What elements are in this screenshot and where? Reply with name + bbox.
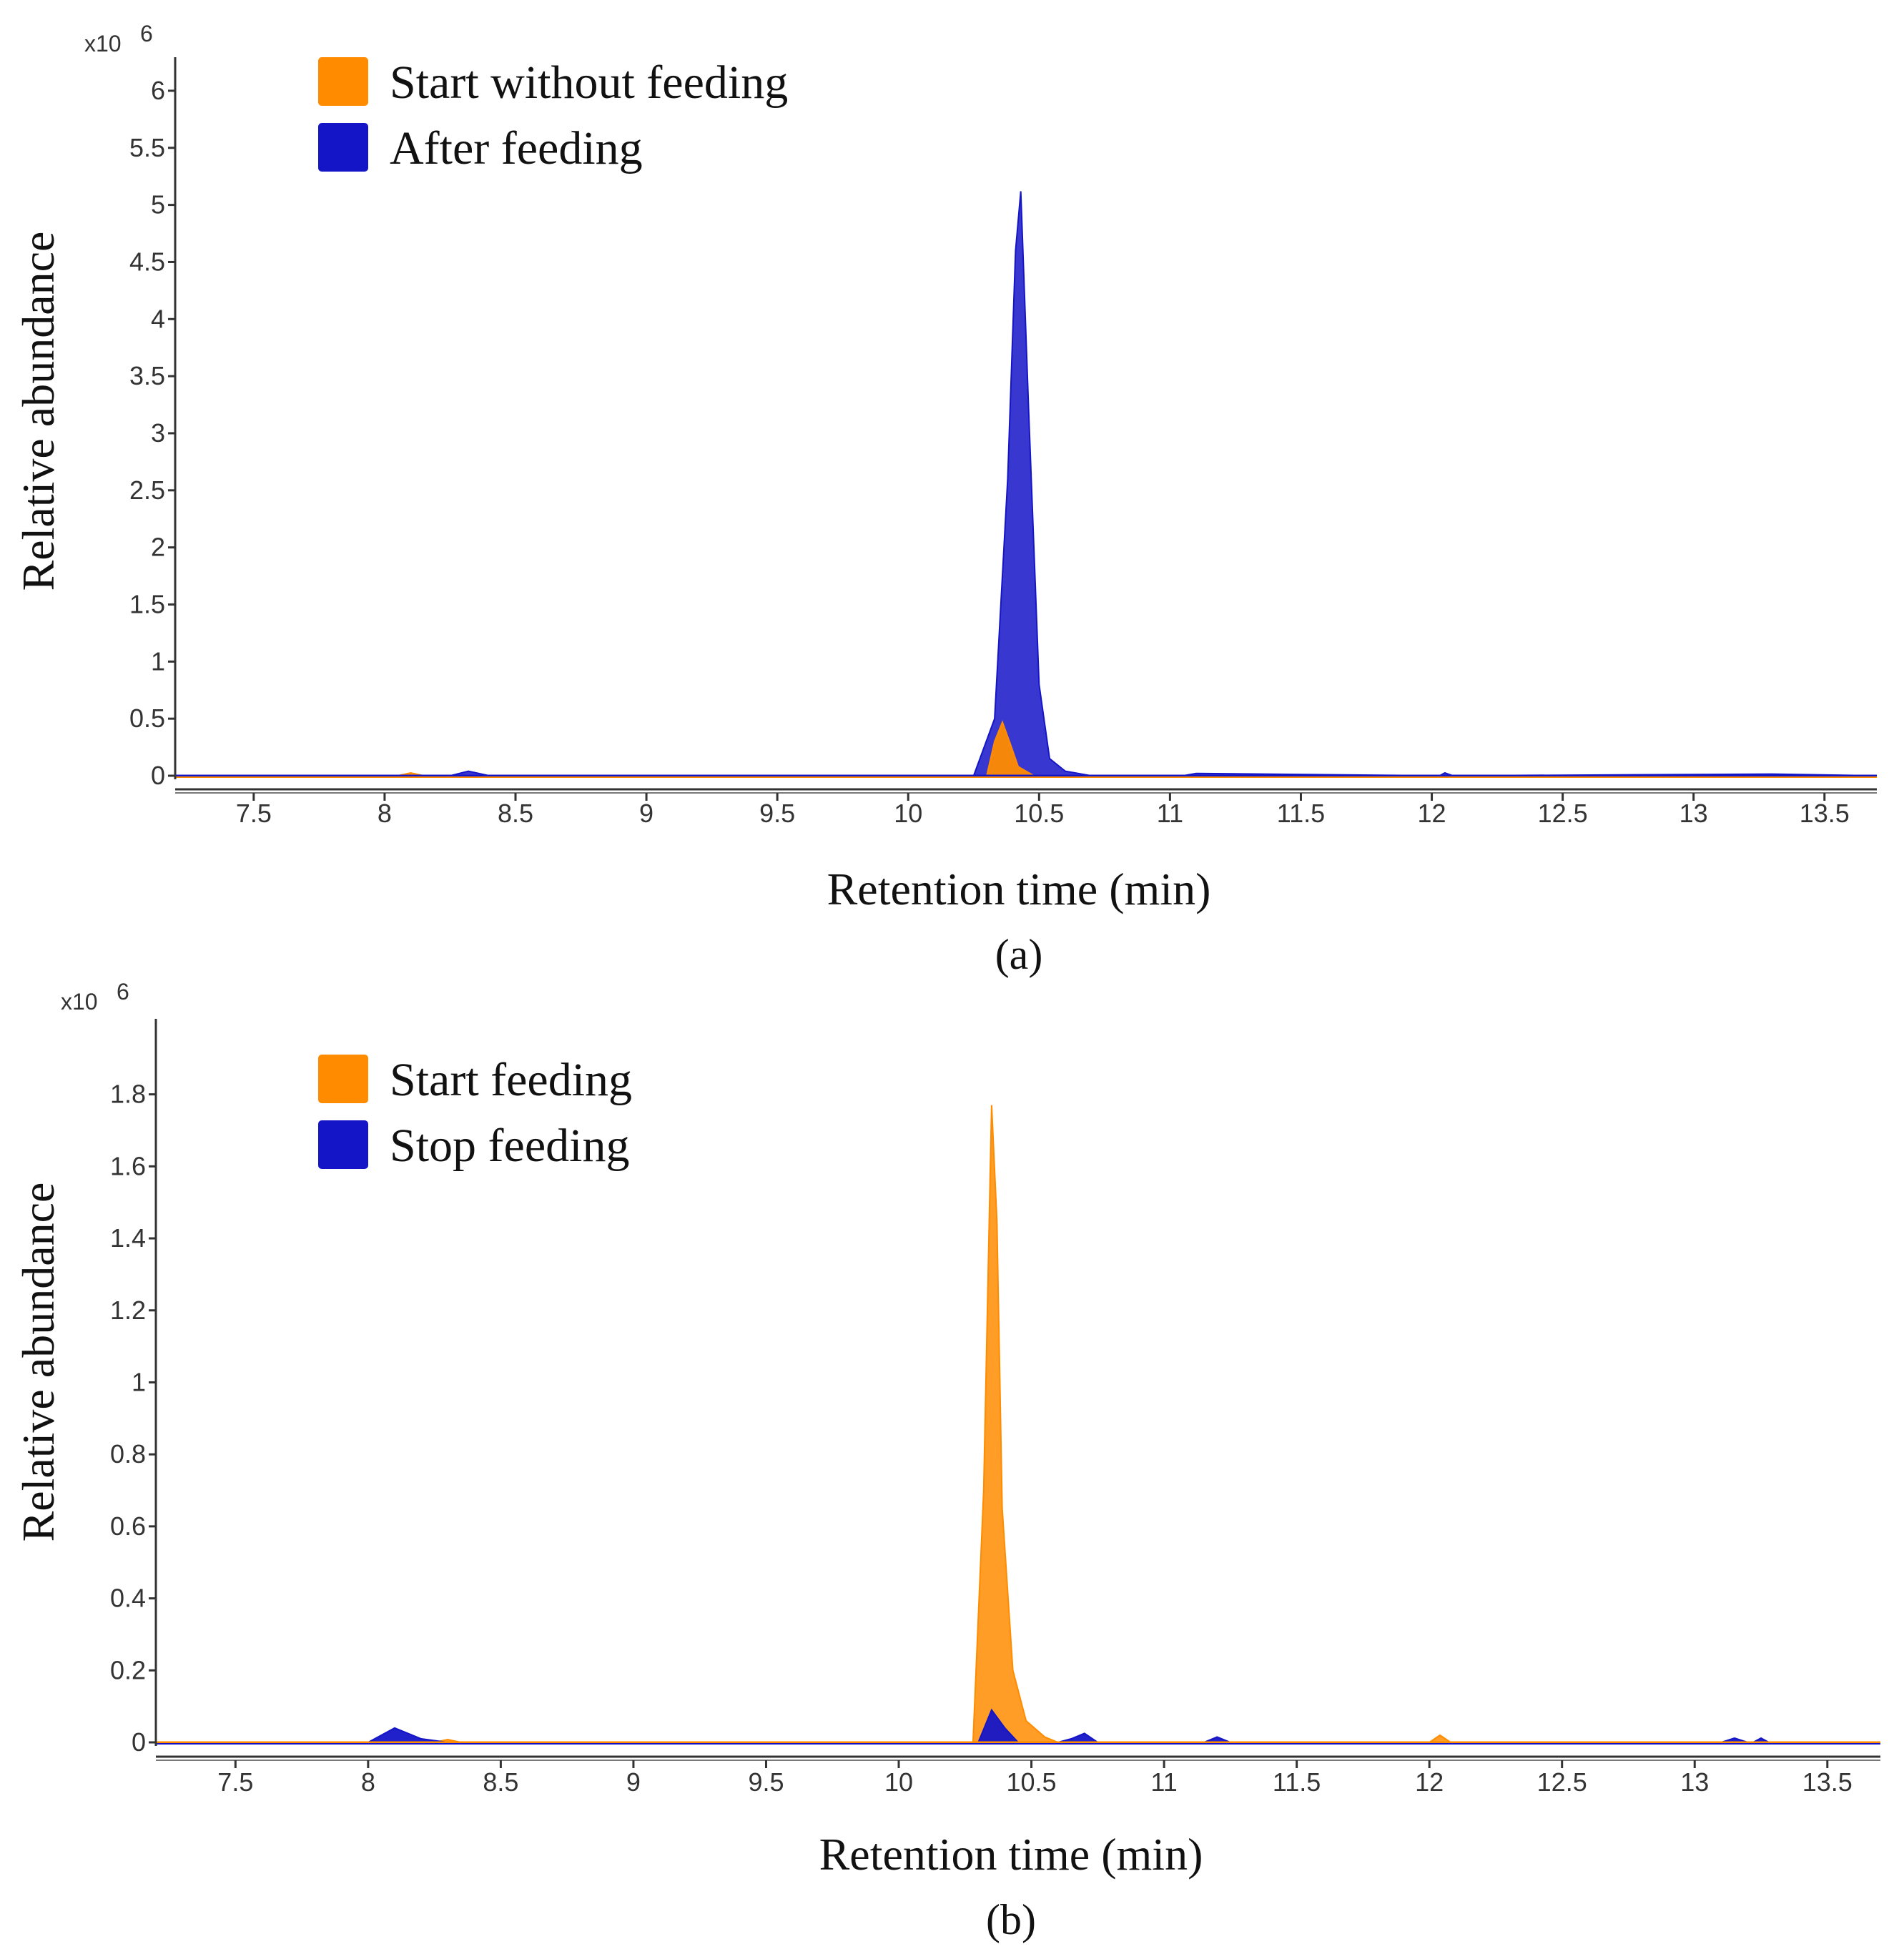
y-tick-label: 0.5 <box>129 704 165 733</box>
y-exponent-power: 6 <box>117 979 129 1005</box>
y-tick-label: 0.2 <box>110 1655 146 1684</box>
y-tick-label: 0 <box>132 1727 146 1757</box>
x-tick-label: 13 <box>1680 1767 1709 1797</box>
x-tick-label: 10 <box>884 1767 913 1797</box>
x-tick-label: 10.5 <box>1007 1767 1057 1797</box>
x-tick-label: 9.5 <box>748 1767 784 1797</box>
y-tick-label: 2 <box>151 533 165 562</box>
y-exponent-power: 6 <box>140 21 153 46</box>
x-tick-label: 12 <box>1418 799 1446 828</box>
y-tick-label: 1.2 <box>110 1296 146 1325</box>
x-tick-label: 11 <box>1157 799 1183 828</box>
legend-label: After feeding <box>390 122 643 174</box>
y-tick-label: 3.5 <box>129 361 165 390</box>
x-tick-label: 13 <box>1679 799 1708 828</box>
legend-swatch <box>318 1055 368 1103</box>
x-tick-label: 11 <box>1150 1767 1177 1797</box>
x-tick-label: 10 <box>894 799 922 828</box>
panel-a: 00.511.522.533.544.555.567.5 8 8.5 9 9.5 10 10… <box>13 21 1878 978</box>
panel-b: 0 0.2 0.4 0.6 0.8 1 1.2 1.4 1.6 1.8 7.5 8 8.5 9 9.5 10 1… <box>13 979 1880 1943</box>
y-tick-label: 1.8 <box>110 1080 146 1109</box>
legend-swatch <box>318 123 368 172</box>
y-tick-label: 1 <box>151 646 165 676</box>
y-tick-label: 1 <box>132 1367 146 1396</box>
legend-label: Start feeding <box>390 1054 632 1106</box>
x-tick-label: 7.5 <box>236 799 272 828</box>
legend-label: Stop feeding <box>390 1120 629 1172</box>
y-tick-label: 6 <box>151 76 165 105</box>
x-axis-label: Retention time (min) <box>819 1829 1203 1880</box>
x-tick-label: 13.5 <box>1802 1767 1853 1797</box>
x-tick-label: 11.5 <box>1277 799 1325 828</box>
y-tick-label: 0.6 <box>110 1511 146 1541</box>
legend-swatch <box>318 1120 368 1169</box>
series-area-start-feeding <box>156 1105 1880 1743</box>
x-tick-label: 12.5 <box>1538 799 1588 828</box>
legend-label: Start without feeding <box>390 56 788 109</box>
y-tick-label: 4.5 <box>129 247 165 276</box>
y-tick-label: 3 <box>151 418 165 448</box>
x-tick-label: 9 <box>639 799 653 828</box>
x-tick-label: 7.5 <box>217 1767 253 1797</box>
y-tick-label: 0.8 <box>110 1439 146 1469</box>
y-tick-label: 0.4 <box>110 1584 146 1613</box>
panel-caption: (a) <box>995 931 1043 978</box>
x-tick-label: 12 <box>1415 1767 1444 1797</box>
x-tick-label: 13.5 <box>1800 799 1850 828</box>
y-tick-label: 5 <box>151 190 165 219</box>
series-area-after-feeding <box>175 191 1878 777</box>
x-tick-label: 8 <box>378 799 392 828</box>
y-tick-label: 1.5 <box>129 589 165 618</box>
y-exponent-label: x10 <box>61 989 98 1015</box>
y-tick-label: 0 <box>151 761 165 790</box>
y-tick-label: 1.4 <box>110 1223 146 1253</box>
x-tick-label: 8.5 <box>483 1767 518 1797</box>
x-tick-label: 10.5 <box>1014 799 1064 828</box>
y-exponent-label: x10 <box>84 31 122 56</box>
x-tick-label: 9 <box>626 1767 641 1797</box>
x-tick-label: 8 <box>361 1767 375 1797</box>
y-tick-label: 5.5 <box>129 133 165 162</box>
x-tick-label: 8.5 <box>498 799 533 828</box>
x-axis-label: Retention time (min) <box>827 864 1211 914</box>
y-tick-label: 1.6 <box>110 1151 146 1180</box>
y-axis-label: Relative abundance <box>13 1183 64 1542</box>
y-tick-label: 4 <box>151 304 165 333</box>
y-tick-label: 2.5 <box>129 475 165 505</box>
panel-caption: (b) <box>986 1896 1036 1943</box>
x-tick-label: 11.5 <box>1273 1767 1321 1797</box>
legend-swatch <box>318 57 368 106</box>
x-tick-label: 9.5 <box>759 799 795 828</box>
x-tick-label: 12.5 <box>1537 1767 1587 1797</box>
y-axis-label: Relative abundance <box>13 232 64 591</box>
